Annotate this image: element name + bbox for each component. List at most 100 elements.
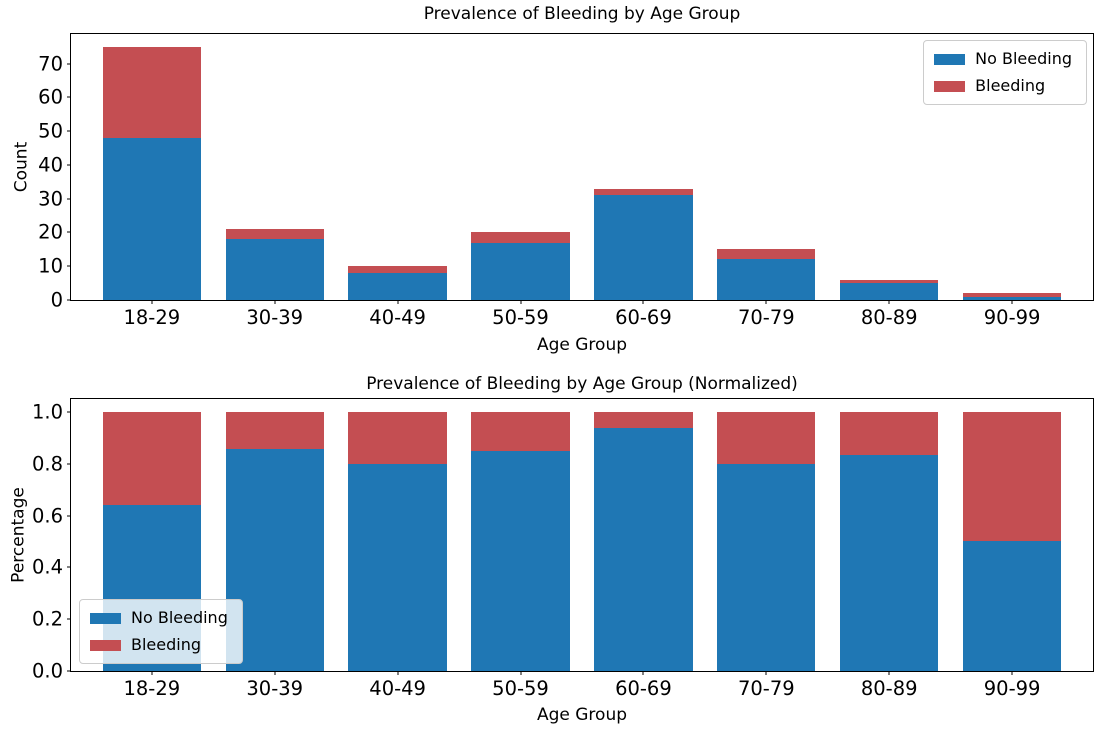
bar-segment-bleeding-50-59 [471, 232, 570, 243]
x-tick-mark-60-69 [642, 300, 644, 304]
x-tick-label-90-99: 90-99 [983, 306, 1041, 329]
chart-1-y-axis-label: Count [11, 141, 32, 193]
bar-segment-no-bleeding-90-99 [962, 541, 1062, 671]
chart-2-title: Prevalence of Bleeding by Age Group (Nor… [366, 374, 798, 394]
x-tick-mark-60-69 [642, 671, 644, 675]
y-tick-mark-20 [67, 231, 71, 233]
chart-1-title: Prevalence of Bleeding by Age Group [423, 4, 741, 24]
y-tick-mark-0-2 [67, 618, 71, 620]
x-tick-label-30-39: 30-39 [246, 306, 304, 329]
y-tick-mark-40 [67, 164, 71, 166]
bar-segment-bleeding-80-89 [840, 279, 939, 284]
bar-segment-no-bleeding-30-39 [225, 239, 324, 300]
x-tick-label-50-59: 50-59 [492, 306, 549, 329]
y-tick-mark-70 [67, 63, 71, 65]
bar-segment-bleeding-80-89 [840, 411, 939, 456]
y-tick-mark-10 [67, 265, 71, 267]
y-tick-label-1-0: 1.0 [31, 400, 63, 424]
x-tick-label-60-69: 60-69 [615, 677, 672, 700]
y-tick-label-10: 10 [38, 254, 63, 278]
bar-segment-no-bleeding-50-59 [471, 242, 570, 300]
x-tick-mark-70-79 [765, 300, 767, 304]
legend-label-bleeding: Bleeding [131, 635, 202, 654]
legend: No Bleeding Bleeding [79, 599, 243, 664]
y-tick-label-0-6: 0.6 [31, 503, 63, 527]
y-tick-label-60: 60 [38, 85, 63, 109]
bar-segment-no-bleeding-70-79 [717, 463, 816, 671]
legend-entry-no-bleeding: No Bleeding [90, 607, 232, 629]
y-tick-label-70: 70 [38, 51, 63, 75]
bar-segment-bleeding-30-39 [225, 411, 324, 449]
y-tick-mark-0-4 [67, 566, 71, 568]
x-tick-mark-80-89 [888, 671, 890, 675]
y-tick-mark-1-0 [67, 411, 71, 413]
x-tick-mark-40-49 [397, 671, 399, 675]
legend-label-no-bleeding: No Bleeding [975, 49, 1072, 68]
y-tick-label-30: 30 [38, 186, 63, 210]
x-tick-label-18-29: 18-29 [123, 306, 181, 329]
legend-entry-bleeding: Bleeding [934, 75, 1076, 97]
bar-segment-bleeding-18-29 [102, 46, 201, 138]
x-tick-label-40-49: 40-49 [369, 677, 426, 700]
y-tick-mark-50 [67, 130, 71, 132]
x-tick-label-60-69: 60-69 [615, 306, 672, 329]
bar-segment-bleeding-30-39 [225, 229, 324, 240]
x-tick-mark-30-39 [274, 671, 276, 675]
x-tick-label-70-79: 70-79 [737, 677, 795, 700]
legend-swatch-no-bleeding [90, 612, 121, 624]
bar-segment-no-bleeding-80-89 [840, 455, 939, 671]
chart-1-plot-area: 18-29 30-39 40-49 50-59 60-69 70-79 80-89 90-99… [38, 33, 1094, 329]
x-tick-label-80-89: 80-89 [860, 306, 918, 329]
y-tick-mark-0 [67, 299, 71, 301]
bar-segment-bleeding-18-29 [102, 411, 201, 506]
bar-segment-no-bleeding-60-69 [594, 195, 693, 300]
bar-segment-bleeding-70-79 [717, 411, 816, 464]
x-tick-mark-70-79 [765, 671, 767, 675]
legend-swatch-bleeding [934, 80, 966, 92]
bar-segment-no-bleeding-70-79 [717, 259, 816, 300]
x-tick-mark-18-29 [151, 300, 153, 304]
y-tick-mark-0-6 [67, 515, 71, 517]
legend-entry-no-bleeding: No Bleeding [934, 48, 1076, 70]
y-tick-label-50: 50 [38, 119, 63, 143]
chart-2-x-axis-label: Age Group [536, 705, 628, 725]
y-tick-label-0: 0 [50, 288, 63, 312]
bar-segment-no-bleeding-80-89 [840, 283, 939, 300]
legend-label-bleeding: Bleeding [975, 76, 1046, 95]
y-tick-label-0-4: 0.4 [31, 555, 63, 579]
bar-segment-bleeding-90-99 [962, 293, 1062, 297]
x-tick-label-70-79: 70-79 [737, 306, 795, 329]
x-tick-label-40-49: 40-49 [369, 306, 426, 329]
legend-entry-bleeding: Bleeding [90, 634, 232, 656]
legend-swatch-no-bleeding [934, 53, 966, 65]
bar-segment-no-bleeding-40-49 [348, 272, 447, 300]
x-tick-mark-50-59 [520, 671, 522, 675]
bar-segment-no-bleeding-18-29 [102, 137, 201, 300]
x-tick-mark-30-39 [274, 300, 276, 304]
y-tick-mark-60 [67, 96, 71, 98]
y-tick-mark-0-0 [67, 670, 71, 672]
x-tick-mark-50-59 [520, 300, 522, 304]
bar-segment-bleeding-60-69 [594, 188, 693, 196]
x-tick-mark-40-49 [397, 300, 399, 304]
x-tick-label-90-99: 90-99 [983, 677, 1041, 700]
bar-segment-no-bleeding-60-69 [594, 427, 693, 671]
bar-segment-no-bleeding-90-99 [962, 296, 1062, 300]
legend-label-no-bleeding: No Bleeding [131, 608, 228, 627]
chart-2-plot-area: 18-29 30-39 40-49 50-59 60-69 70-79 80-89 90-99… [32, 398, 1094, 700]
x-tick-label-30-39: 30-39 [246, 677, 304, 700]
legend-swatch-bleeding [90, 639, 121, 651]
chart-1-x-axis-label: Age Group [536, 335, 628, 355]
bar-segment-bleeding-70-79 [717, 249, 816, 260]
x-tick-label-50-59: 50-59 [492, 677, 549, 700]
y-tick-mark-30 [67, 198, 71, 200]
chart-2-y-axis-label: Percentage [8, 487, 29, 583]
x-tick-mark-18-29 [151, 671, 153, 675]
bar-segment-bleeding-40-49 [348, 411, 447, 464]
x-tick-mark-90-99 [1011, 300, 1013, 304]
y-tick-label-40: 40 [38, 153, 63, 177]
bar-segment-bleeding-40-49 [348, 266, 447, 273]
bar-segment-bleeding-60-69 [594, 411, 693, 428]
bar-segment-bleeding-90-99 [962, 411, 1062, 542]
